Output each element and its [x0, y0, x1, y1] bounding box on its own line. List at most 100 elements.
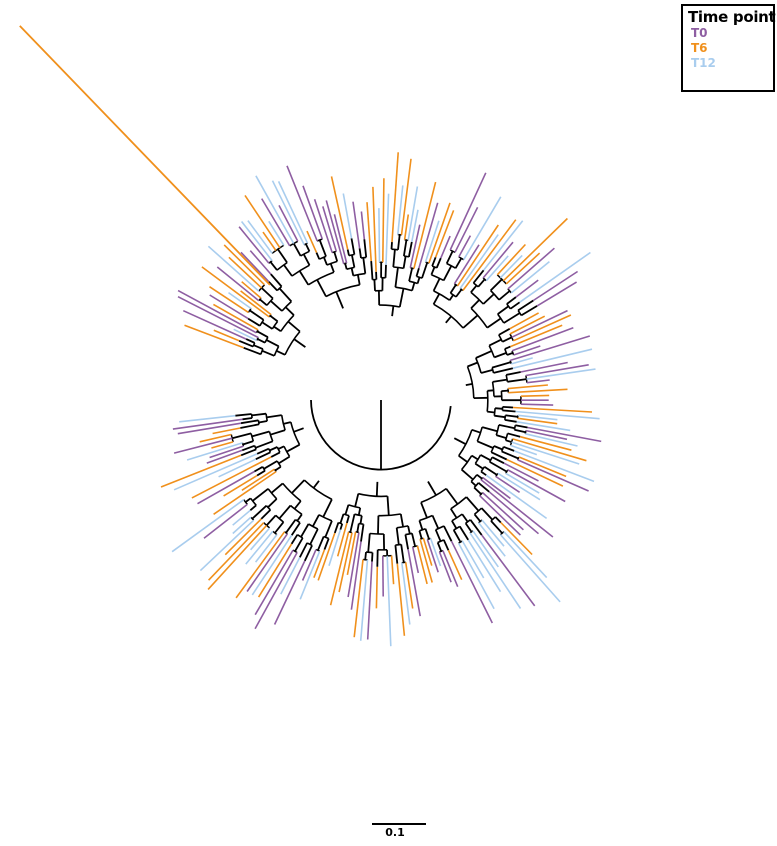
- internal-branch: [461, 468, 474, 481]
- tip-branch: [442, 550, 459, 588]
- internal-branch: [364, 552, 367, 560]
- internal-branch: [290, 522, 301, 536]
- internal-branch: [490, 520, 503, 534]
- internal-branch: [464, 522, 473, 533]
- internal-arc: [500, 446, 505, 452]
- tip-branch: [479, 495, 521, 536]
- internal-branch: [256, 330, 269, 338]
- internal-branch: [493, 352, 507, 359]
- tip-branch: [238, 226, 270, 264]
- internal-branch: [493, 367, 514, 374]
- internal-branch: [316, 279, 327, 297]
- tip-branch: [228, 291, 252, 310]
- internal-branch: [476, 473, 483, 480]
- tip-branch: [505, 252, 541, 285]
- tip-branch: [512, 406, 593, 413]
- tip-branch: [525, 433, 578, 447]
- internal-arc: [250, 433, 255, 442]
- legend-item-t0: T0: [691, 26, 773, 41]
- tip-branch: [517, 414, 558, 421]
- tip-branch: [525, 364, 589, 377]
- internal-arc: [280, 314, 295, 332]
- internal-branch: [430, 266, 436, 276]
- tip-branch: [520, 361, 568, 373]
- internal-branch: [404, 534, 409, 550]
- tip-branch: [247, 220, 273, 254]
- internal-branch: [418, 520, 424, 531]
- internal-branch: [359, 515, 363, 524]
- tip-branch: [313, 549, 326, 578]
- internal-branch: [302, 253, 311, 266]
- internal-branch: [322, 499, 333, 518]
- internal-branch: [400, 544, 405, 563]
- tip-branch: [482, 476, 511, 500]
- internal-branch: [367, 533, 371, 553]
- internal-arc: [353, 272, 366, 277]
- internal-branch: [375, 481, 379, 497]
- tip-branch: [509, 315, 546, 335]
- internal-arc: [504, 433, 509, 441]
- internal-branch: [480, 369, 493, 374]
- tip-branch: [213, 470, 277, 515]
- legend: Time point T0 T6 T12: [681, 4, 776, 92]
- internal-arc: [458, 429, 473, 457]
- internal-branch: [493, 445, 503, 451]
- internal-branch: [488, 338, 502, 347]
- internal-arc: [325, 284, 360, 298]
- internal-branch: [482, 293, 495, 305]
- tip-branch: [536, 281, 578, 307]
- internal-arc: [460, 455, 473, 471]
- internal-branch: [394, 267, 399, 288]
- internal-branch: [432, 293, 441, 305]
- tip-branch: [511, 357, 533, 365]
- legend-item-t12: T12: [691, 56, 773, 71]
- tip-branch: [213, 303, 259, 331]
- internal-branch: [259, 298, 268, 306]
- internal-branch: [269, 446, 278, 452]
- tip-branch: [447, 549, 463, 581]
- tip-branch: [409, 224, 421, 268]
- internal-arc: [450, 292, 457, 298]
- tip-branch: [434, 210, 455, 258]
- tip-branch: [206, 449, 243, 464]
- tip-branch: [507, 247, 555, 290]
- internal-branch: [268, 281, 278, 292]
- internal-branch: [356, 523, 360, 533]
- internal-branch: [255, 440, 274, 449]
- tip-branch: [510, 260, 550, 294]
- internal-branch: [470, 480, 477, 487]
- internal-arc: [470, 291, 484, 305]
- internal-branch: [504, 345, 511, 350]
- tip-branch: [508, 388, 568, 394]
- internal-arc: [354, 513, 362, 517]
- tip-branch: [513, 450, 595, 483]
- tip-branch: [500, 521, 533, 556]
- internal-arc: [315, 548, 320, 552]
- internal-branch: [469, 519, 483, 536]
- tip-branch: [223, 244, 266, 286]
- internal-branch: [362, 257, 367, 274]
- tip-branch: [280, 557, 301, 595]
- tip-branch: [328, 529, 342, 567]
- internal-arc: [365, 551, 373, 554]
- tip-branch: [485, 255, 509, 282]
- internal-branch: [486, 317, 502, 329]
- tip-branch: [302, 185, 324, 240]
- internal-branch: [408, 241, 413, 258]
- internal-branch: [477, 278, 486, 288]
- internal-branch: [265, 514, 277, 527]
- tip-branch: [463, 196, 502, 261]
- tip-branch: [411, 209, 419, 243]
- tip-branch: [404, 562, 414, 609]
- tip-branch: [173, 453, 258, 491]
- tip-branch: [518, 456, 567, 478]
- tip-branch: [336, 522, 348, 557]
- internal-branch: [442, 539, 450, 551]
- internal-branch: [256, 447, 270, 455]
- internal-arc: [326, 260, 338, 266]
- internal-branch: [477, 482, 490, 493]
- tip-branch: [197, 470, 255, 505]
- tip-branch: [240, 290, 272, 316]
- internal-branch: [318, 239, 327, 257]
